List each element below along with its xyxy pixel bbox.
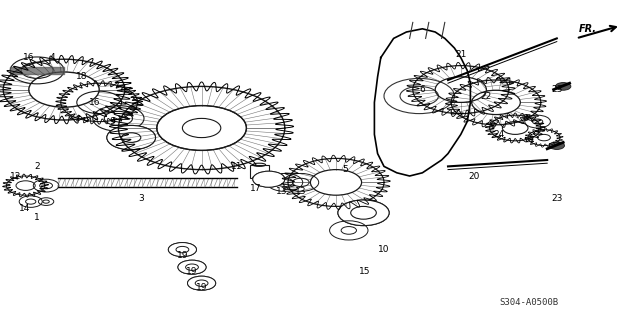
Text: 3: 3 [138, 194, 143, 203]
Text: 20: 20 [468, 172, 479, 180]
Text: 22: 22 [481, 92, 492, 100]
Text: 14: 14 [19, 204, 30, 212]
Text: S304-A0500B: S304-A0500B [499, 298, 558, 307]
Circle shape [556, 83, 571, 90]
Text: 13: 13 [295, 188, 307, 196]
Text: 24: 24 [493, 130, 505, 139]
Circle shape [549, 142, 564, 149]
Text: 7: 7 [529, 136, 534, 145]
Text: 10: 10 [378, 245, 390, 254]
Text: 9: 9 [109, 117, 115, 126]
Circle shape [186, 264, 198, 270]
Bar [250, 165, 269, 178]
Circle shape [188, 276, 216, 290]
Text: 5: 5 [343, 165, 348, 174]
Circle shape [253, 171, 285, 187]
Text: 19: 19 [177, 252, 188, 260]
Circle shape [338, 200, 389, 226]
Circle shape [168, 243, 196, 257]
Text: 6: 6 [420, 85, 425, 94]
Text: 16: 16 [23, 53, 35, 62]
Text: 21: 21 [455, 50, 467, 59]
Circle shape [351, 206, 376, 219]
Text: 23: 23 [551, 194, 563, 203]
Text: 23: 23 [551, 85, 563, 94]
Circle shape [178, 260, 206, 274]
Circle shape [176, 246, 189, 253]
Text: 8: 8 [522, 114, 527, 123]
Text: FR.: FR. [579, 24, 597, 34]
Text: 18: 18 [76, 72, 88, 81]
Text: 4: 4 [50, 53, 55, 62]
Text: 2: 2 [35, 162, 40, 171]
Text: 15: 15 [359, 268, 371, 276]
Text: 17: 17 [250, 184, 262, 193]
Circle shape [107, 125, 156, 150]
Text: 11: 11 [231, 162, 243, 171]
Text: 12: 12 [10, 172, 22, 180]
Circle shape [122, 133, 141, 142]
Text: 16: 16 [89, 98, 100, 107]
Text: 19: 19 [196, 284, 207, 292]
Text: 13: 13 [276, 188, 287, 196]
Circle shape [195, 280, 208, 286]
Text: 19: 19 [186, 268, 198, 276]
Text: 1: 1 [35, 213, 40, 222]
